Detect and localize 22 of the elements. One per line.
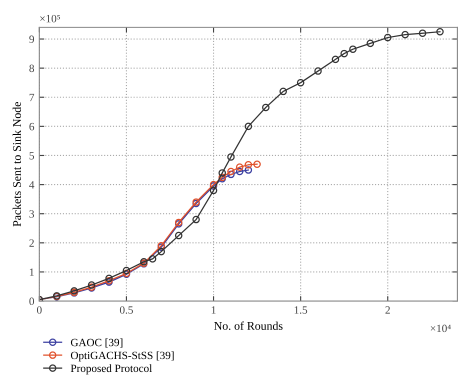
y-tick-label: 2	[29, 239, 34, 247]
text: ×10⁵	[40, 14, 60, 22]
y-axis-title: Packets Sent to Sink Node	[12, 102, 21, 227]
legend-label: Proposed Protocol	[70, 364, 152, 374]
x-axis-title: No. of Rounds	[214, 321, 283, 330]
x-tick-label: 1	[212, 306, 216, 314]
y-tick-label: 4	[29, 181, 34, 188]
text: ×10⁴	[430, 324, 451, 332]
y-tick-label: 1	[30, 268, 34, 276]
y-tick-label: 5	[30, 152, 34, 160]
y-tick-label: 6	[29, 122, 34, 130]
x-tick-label: 2	[385, 306, 390, 314]
y-tick-label: 3	[29, 210, 34, 218]
y-tick-label: 8	[29, 64, 34, 72]
x-tick-label: 0.5	[120, 306, 133, 314]
x-tick-label: 1.5	[294, 306, 308, 314]
x-tick-label: 0	[36, 306, 42, 314]
y-tick-label: 0	[29, 298, 34, 306]
y-tick-label: 7	[30, 94, 34, 102]
legend-label: OptiGACHS-StSS [39]	[70, 351, 174, 362]
legend-label: GAOC [39]	[70, 338, 122, 348]
y-tick-label: 9	[29, 36, 34, 43]
